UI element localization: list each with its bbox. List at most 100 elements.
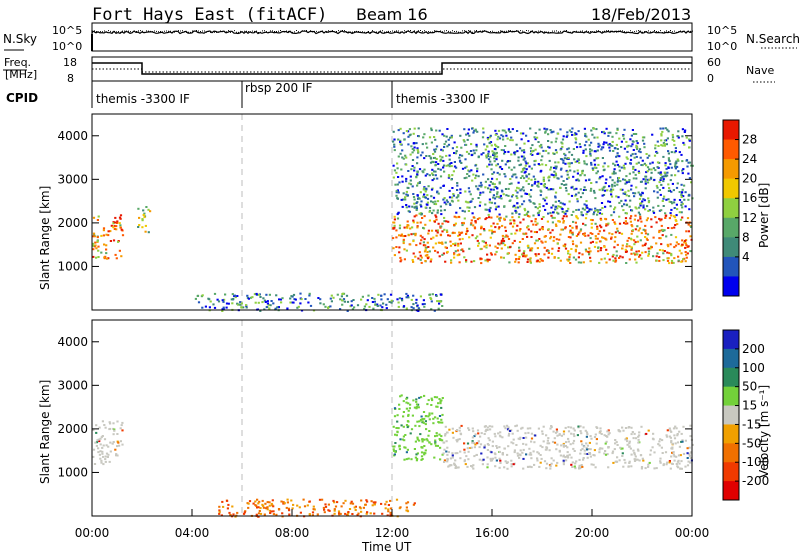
scatter-point [642,459,645,462]
scatter-point [538,205,541,208]
scatter-point [663,139,666,142]
scatter-point [414,234,417,237]
scatter-point [381,306,384,309]
scatter-point [419,154,423,157]
scatter-point [396,414,399,417]
scatter-point [547,437,550,440]
scatter-point [554,431,558,434]
scatter-point [236,511,239,514]
scatter-point [556,430,559,433]
scatter-point [625,140,628,143]
scatter-point [644,251,647,254]
scatter-point [577,179,581,182]
scatter-point [608,200,612,203]
scatter-point [683,131,686,133]
scatter-point [672,261,675,264]
scatter-point [516,202,519,205]
scatter-point [109,441,112,444]
scatter-point [395,229,398,232]
scatter-point [569,262,572,264]
scatter-point [495,145,498,148]
scatter-point [510,465,513,468]
scatter-point [226,507,229,510]
scatter-point [635,144,638,147]
scatter-point [344,512,347,515]
scatter-point [432,422,435,425]
scatter-point [446,453,449,456]
scatter-point [629,447,632,450]
scatter-point [562,445,565,448]
scatter-point [607,131,610,134]
scatter-point [276,306,279,309]
scatter-point [397,211,400,214]
scatter-point [530,440,533,443]
scatter-point [676,158,679,161]
scatter-point [566,451,569,454]
scatter-point [463,128,466,131]
scatter-point [653,467,656,470]
scatter-point [634,437,638,440]
scatter-point [416,452,419,455]
scatter-point [564,456,567,459]
scatter-point [528,447,531,450]
scatter-point [412,142,415,145]
scatter-point [440,225,443,228]
scatter-point [589,250,592,253]
scatter-point [529,261,532,264]
scatter-point [319,298,322,301]
scatter-point [601,189,604,192]
scatter-point [428,412,431,415]
scatter-point [550,206,553,209]
scatter-point [412,294,415,297]
scatter-point [593,454,596,457]
scatter-point [652,236,655,239]
scatter-point [586,210,589,213]
scatter-point [447,220,450,223]
scatter-point [574,248,577,251]
scatter-point [490,168,493,171]
scatter-point [213,292,217,295]
scatter-point [550,188,553,191]
scatter-point [630,433,633,436]
scatter-point [615,460,618,463]
scatter-point [430,443,433,446]
scatter-point [684,260,687,263]
scatter-point [366,511,369,514]
scatter-point [675,203,678,206]
scatter-point [499,431,502,434]
scatter-point [686,452,689,455]
scatter-point [523,233,526,236]
scatter-point [435,145,439,148]
cpid-label: CPID [6,91,38,105]
scatter-point [530,167,533,170]
scatter-point [474,129,477,132]
scatter-point [426,439,429,442]
scatter-point [448,158,451,161]
scatter-point [354,505,357,508]
scatter-point [592,463,595,466]
scatter-point [567,250,570,253]
scatter-point [392,227,395,230]
scatter-point [120,228,123,231]
scatter-point [660,173,663,176]
scatter-point [550,166,553,169]
scatter-point [398,408,401,410]
scatter-point [473,455,476,458]
scatter-point [580,261,583,264]
scatter-point [447,465,450,468]
scatter-point [434,249,437,252]
scatter-point [107,445,110,448]
scatter-point [450,259,453,262]
scatter-point [411,185,414,188]
scatter-point [581,192,584,195]
scatter-point [588,452,591,455]
scatter-point [497,205,500,208]
scatter-point [639,454,643,457]
scatter-point [579,425,582,428]
scatter-point [418,168,422,171]
scatter-point [501,234,504,237]
scatter-point [643,136,646,139]
scatter-point [268,504,271,507]
scatter-point [638,431,641,434]
scatter-point [553,236,556,239]
